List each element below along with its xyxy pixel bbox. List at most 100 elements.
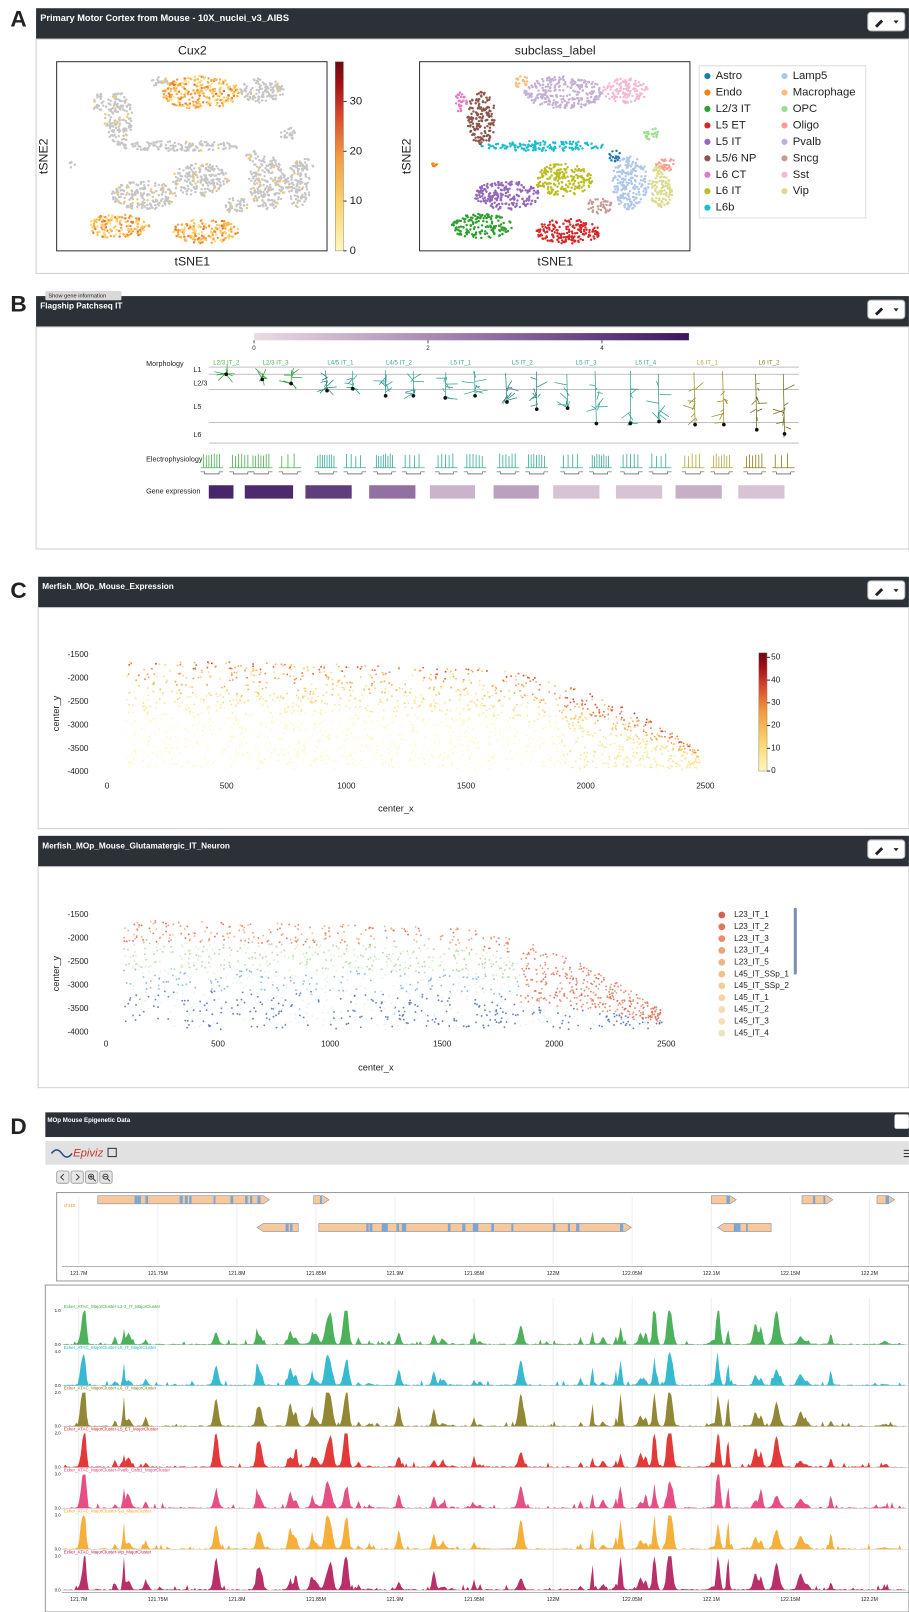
cell-dot (523, 686, 525, 688)
cell-dot (123, 201, 125, 203)
cell-dot (507, 739, 509, 741)
legend-swatch (781, 155, 787, 161)
cell-dot (518, 82, 520, 84)
cell-dot (458, 105, 460, 107)
cell-dot (634, 174, 636, 176)
edit-button[interactable] (868, 581, 905, 600)
cell-dot (208, 722, 210, 724)
cell-dot (542, 140, 544, 142)
cell-dot (190, 145, 192, 147)
cell-dot (167, 736, 169, 738)
cell-dot (279, 699, 281, 701)
cell-dot (392, 766, 394, 768)
cell-dot (591, 696, 593, 698)
cell-dot (108, 114, 110, 116)
cell-dot (471, 118, 473, 120)
edit-button[interactable] (868, 300, 905, 319)
edit-button-box[interactable] (868, 300, 905, 319)
cell-dot (243, 83, 245, 85)
cell-dot (666, 203, 668, 205)
cell-dot (570, 236, 572, 238)
cell-dot (463, 720, 465, 722)
cell-dot (263, 161, 265, 163)
cell-dot (142, 181, 144, 183)
cell-dot (612, 180, 614, 182)
cell-dot (224, 237, 226, 239)
cell-dot (524, 205, 526, 207)
cell-dot (116, 215, 118, 217)
cell-dot (538, 689, 540, 691)
cell-dot (443, 765, 445, 767)
cell-dot (222, 172, 224, 174)
cell-dot (463, 221, 465, 223)
cell-dot (659, 193, 661, 195)
cell-dot (276, 719, 278, 721)
cell-dot (404, 702, 406, 704)
cell-dot (454, 746, 456, 748)
cell-dot (169, 192, 171, 194)
cell-dot (288, 190, 290, 192)
cell-dot (219, 78, 221, 80)
cell-dot (435, 702, 437, 704)
cell-dot (434, 742, 436, 744)
edit-button-box[interactable] (868, 12, 905, 31)
cell-dot (300, 710, 302, 712)
cell-dot (222, 148, 224, 150)
cell-dot (579, 767, 581, 769)
cell-dot (361, 744, 363, 746)
cell-dot (259, 205, 261, 207)
cell-dot (219, 184, 221, 186)
cell-dot (192, 102, 194, 104)
cell-dot (228, 147, 230, 149)
cell-dot (491, 119, 493, 121)
legend-swatch (704, 73, 710, 79)
cell-dot (136, 141, 138, 143)
cell-dot (480, 237, 482, 239)
cell-dot (500, 195, 502, 197)
cell-dot (212, 149, 214, 151)
cell-dot (246, 752, 248, 754)
cell-dot (185, 89, 187, 91)
cell-dot (615, 762, 617, 764)
cell-dot (126, 191, 128, 193)
cell-dot (215, 165, 217, 167)
cell-dot (518, 673, 520, 675)
cell-dot (479, 107, 481, 109)
cell-dot (580, 716, 582, 718)
cell-dot (239, 746, 241, 748)
cell-dot (421, 754, 423, 756)
cell-dot (236, 95, 238, 97)
cell-dot (459, 757, 461, 759)
cell-dot (501, 233, 503, 235)
cell-dot (110, 108, 112, 110)
cell-dot (682, 769, 684, 771)
cell-dot (287, 728, 289, 730)
cell-dot (473, 226, 475, 228)
edit-button-box[interactable] (868, 581, 905, 600)
cell-dot (626, 198, 628, 200)
cell-dot (130, 206, 132, 208)
cell-dot (261, 178, 263, 180)
cell-dot (541, 87, 543, 89)
cell-dot (520, 695, 522, 697)
figure: APrimary Motor Cortex from Mouse - 10X_n… (0, 0, 909, 1612)
cell-dot (121, 216, 123, 218)
cell-dot (481, 195, 483, 197)
cell-dot (694, 749, 696, 751)
cell-dot (143, 186, 145, 188)
cell-dot (160, 143, 162, 145)
cell-dot (566, 85, 568, 87)
cell-dot (206, 188, 208, 190)
cell-dot (475, 139, 477, 141)
edit-button[interactable] (868, 12, 905, 31)
neuron-soma (224, 372, 228, 376)
cell-dot (435, 676, 437, 678)
cell-dot (200, 188, 202, 190)
cell-dot (187, 179, 189, 181)
cell-dot (455, 690, 457, 692)
cell-dot (221, 170, 223, 172)
cell-dot (617, 165, 619, 167)
cell-dot (199, 81, 201, 83)
cell-dot (669, 758, 671, 760)
cell-dot (232, 679, 234, 681)
